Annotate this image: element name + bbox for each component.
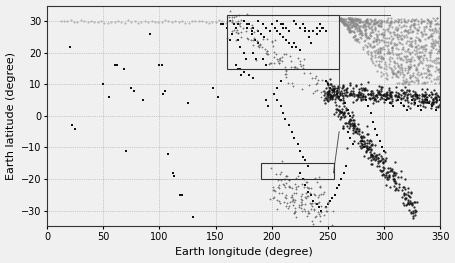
X-axis label: Earth longitude (degree): Earth longitude (degree) (175, 247, 313, 257)
Bar (261, 163, 334, 179)
Y-axis label: Earth latitude (degree): Earth latitude (degree) (5, 52, 15, 180)
Bar (227, 15, 339, 69)
